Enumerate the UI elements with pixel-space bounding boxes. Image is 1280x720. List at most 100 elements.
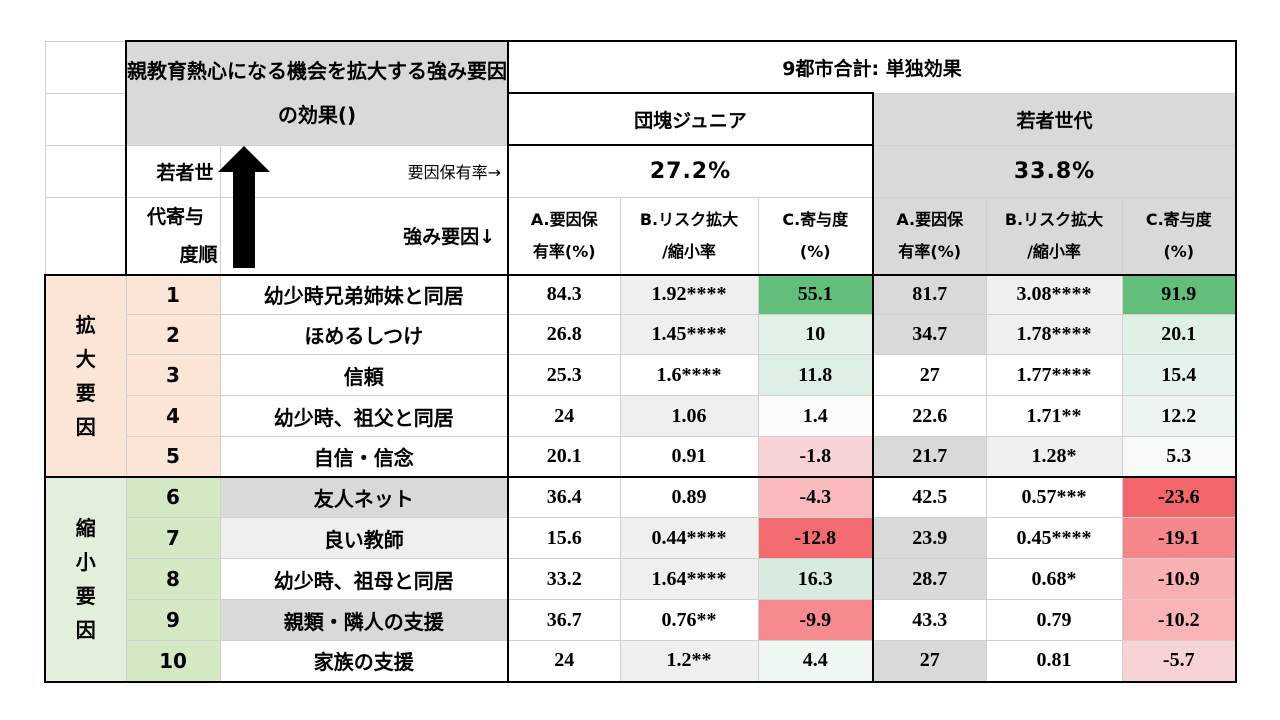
b2-value: 0.68*	[1031, 567, 1077, 590]
rate1-value: 27.2%	[649, 158, 732, 184]
c1-value: 1.4	[802, 404, 828, 427]
c1-value: 11.8	[798, 363, 833, 386]
corner-cell-4	[44, 196, 127, 275]
factor-name: 幼少時、祖父と同居	[273, 405, 454, 430]
table-row: 4 幼少時、祖父と同居 24 1.06 1.4 22.6 1.71** 12.2	[45, 395, 1238, 437]
rate2-value: 33.8%	[1013, 158, 1096, 184]
c2-cell: 12.2	[1121, 395, 1238, 437]
a1-value: 26.8	[546, 323, 582, 345]
a1-cell: 36.4	[507, 475, 621, 518]
header-row-2: 団塊ジュニア 若者世代	[44, 92, 1238, 146]
b2-cell: 1.71**	[985, 395, 1123, 437]
b1-value: 0.44****	[651, 526, 727, 549]
rank-cell: 9	[125, 599, 221, 641]
rank-value: 5	[166, 444, 180, 469]
colA1-line-2: 有率(%)	[532, 241, 596, 261]
b2-value: 1.71**	[1026, 404, 1082, 427]
b2-cell: 1.28*	[985, 436, 1123, 477]
expand-group-text: 拡大要因	[75, 312, 96, 439]
c1-cell: 10	[757, 314, 874, 355]
b1-cell: 1.45****	[619, 314, 759, 355]
c1-value: -12.8	[794, 526, 837, 549]
group2-label: 若者世代	[1016, 109, 1093, 132]
a2-value: 22.6	[912, 404, 948, 427]
b1-value: 1.92****	[651, 283, 727, 306]
c2-cell: 91.9	[1121, 273, 1238, 315]
a2-value: 27	[919, 649, 940, 672]
shrink-group-label: 縮小要因	[44, 476, 127, 683]
colA1-header: A.要因保 有率(%)	[507, 196, 621, 275]
table-row: 拡大要因 1 幼少時兄弟姉妹と同居 84.3 1.92**** 55.1 81.7 3.08*…	[44, 273, 1238, 478]
c2-cell: -10.9	[1121, 558, 1238, 600]
rank-cell: 2	[125, 314, 221, 355]
b1-value: 1.45****	[651, 323, 727, 345]
colC2-header: C.寄与度 (%)	[1121, 196, 1238, 275]
a1-value: 15.6	[546, 526, 582, 549]
colB2-line-2: /縮小率	[1027, 241, 1081, 261]
table-row: 3 信頼 25.3 1.6**** 11.8 27 1.77**** 15.4	[45, 354, 1238, 396]
b1-cell: 1.2**	[619, 640, 759, 683]
possession-label: 要因保有率→	[407, 163, 501, 182]
rank-label-top: 若者世	[125, 144, 221, 198]
factor-cell: 幼少時、祖父と同居	[219, 395, 509, 437]
rank-cell: 7	[125, 517, 221, 559]
a1-cell: 33.2	[507, 558, 621, 600]
a2-value: 27	[919, 363, 940, 386]
a1-cell: 15.6	[507, 517, 621, 559]
b2-cell: 0.45****	[985, 517, 1123, 559]
a2-cell: 27	[872, 354, 987, 396]
a2-cell: 22.6	[872, 395, 987, 437]
shrink-group-text: 縮小要因	[75, 516, 96, 642]
nine-city-header: 9都市合計: 単独効果	[506, 40, 1238, 94]
c1-value: 55.1	[797, 283, 833, 306]
b1-value: 1.2**	[666, 649, 712, 672]
a1-cell: 25.3	[507, 354, 621, 396]
c2-cell: 5.3	[1121, 436, 1238, 477]
factor-name: 幼少時、祖母と同居	[273, 568, 454, 593]
colB1-line-1: B.リスク拡大	[639, 209, 739, 229]
effects-table: 親教育熱心になる機会を拡大する強み要因の効果() 9都市合計: 単独効果 団塊ジ…	[44, 40, 1238, 683]
colB2-line-1: B.リスク拡大	[1004, 209, 1104, 229]
b2-value: 3.08****	[1016, 283, 1092, 306]
a2-value: 43.3	[912, 608, 948, 631]
colB1-line-2: /縮小率	[662, 241, 716, 261]
factor-name: 友人ネット	[313, 486, 414, 511]
data-body: 拡大要因 1 幼少時兄弟姉妹と同居 84.3 1.92**** 55.1 81.7 3.08*…	[44, 273, 1238, 683]
table-row: 5 自信・信念 20.1 0.91 -1.8 21.7 1.28* 5.3	[45, 436, 1238, 477]
a2-value: 81.7	[912, 283, 948, 306]
table-row: 2 ほめるしつけ 26.8 1.45**** 10 34.7 1.78**** 20.1	[45, 314, 1238, 355]
c1-value: 16.3	[797, 567, 833, 590]
c1-cell: 55.1	[757, 273, 874, 315]
a1-value: 24	[554, 649, 575, 672]
a1-value: 36.4	[546, 485, 582, 508]
factor-name: 自信・信念	[313, 445, 414, 470]
rank-cell: 1	[125, 273, 221, 315]
nine-city-label: 9都市合計: 単独効果	[782, 57, 962, 80]
c2-cell: -23.6	[1121, 475, 1238, 518]
factor-cell: 幼少時、祖母と同居	[219, 558, 509, 600]
c2-cell: -10.2	[1121, 599, 1238, 641]
rank-cell: 5	[125, 436, 221, 477]
c2-value: 20.1	[1161, 323, 1197, 345]
b2-cell: 1.78****	[985, 314, 1123, 355]
factor-cell: 幼少時兄弟姉妹と同居	[219, 273, 509, 315]
c2-value: 12.2	[1161, 404, 1197, 427]
factor-cell: 家族の支援	[219, 640, 509, 683]
strength-label: 強み要因↓	[403, 226, 495, 248]
b2-cell: 0.68*	[985, 558, 1123, 600]
a1-cell: 24	[507, 395, 621, 437]
c1-cell: 4.4	[757, 640, 874, 683]
up-arrow-icon	[218, 146, 270, 268]
rate1-cell: 27.2%	[507, 144, 874, 198]
factor-cell: 親類・隣人の支援	[219, 599, 509, 641]
b1-cell: 0.89	[619, 475, 759, 518]
c2-cell: -5.7	[1121, 640, 1238, 683]
colC1-header: C.寄与度 (%)	[757, 196, 874, 275]
c1-cell: 1.4	[757, 395, 874, 437]
a1-value: 24	[554, 404, 575, 427]
a1-value: 84.3	[546, 283, 582, 306]
factor-name: 幼少時兄弟姉妹と同居	[263, 284, 464, 309]
colA2-line-2: 有率(%)	[898, 241, 962, 261]
b1-value: 1.64****	[651, 567, 727, 590]
expand-group-label: 拡大要因	[44, 273, 127, 478]
